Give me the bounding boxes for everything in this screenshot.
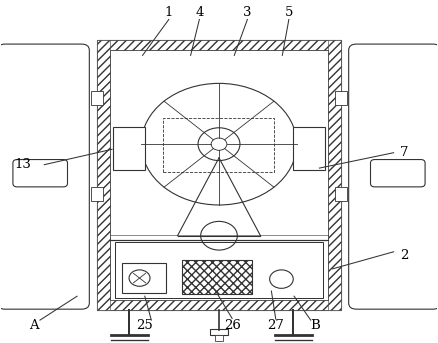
Text: A: A	[28, 319, 38, 332]
Text: 4: 4	[195, 6, 204, 19]
FancyBboxPatch shape	[371, 159, 425, 187]
FancyBboxPatch shape	[0, 44, 89, 309]
Circle shape	[198, 128, 240, 161]
FancyBboxPatch shape	[349, 44, 438, 309]
Text: 2: 2	[400, 249, 409, 262]
Bar	[97, 40, 341, 50]
Text: 3: 3	[243, 6, 251, 19]
Bar	[163, 118, 275, 172]
Bar	[122, 263, 166, 294]
Bar	[91, 187, 103, 201]
Text: 5: 5	[285, 6, 293, 19]
Circle shape	[201, 221, 237, 250]
Bar	[91, 91, 103, 105]
Bar	[110, 50, 328, 299]
Bar	[328, 40, 341, 310]
Circle shape	[211, 138, 227, 150]
Bar	[97, 40, 110, 310]
FancyBboxPatch shape	[13, 159, 67, 187]
Bar	[215, 335, 223, 341]
Bar	[182, 260, 252, 295]
Bar	[97, 40, 341, 310]
Bar	[115, 241, 323, 298]
Circle shape	[129, 270, 150, 286]
Bar	[113, 127, 145, 170]
Bar	[335, 91, 347, 105]
Circle shape	[270, 270, 293, 288]
Text: 7: 7	[400, 146, 409, 159]
Text: B: B	[310, 319, 320, 332]
Text: 26: 26	[224, 319, 240, 332]
Text: 1: 1	[165, 6, 173, 19]
Text: 25: 25	[136, 319, 153, 332]
Bar	[335, 187, 347, 201]
Bar	[293, 127, 325, 170]
Bar	[97, 299, 341, 310]
Text: 27: 27	[267, 319, 284, 332]
Text: 13: 13	[14, 158, 31, 171]
Bar	[210, 329, 228, 335]
